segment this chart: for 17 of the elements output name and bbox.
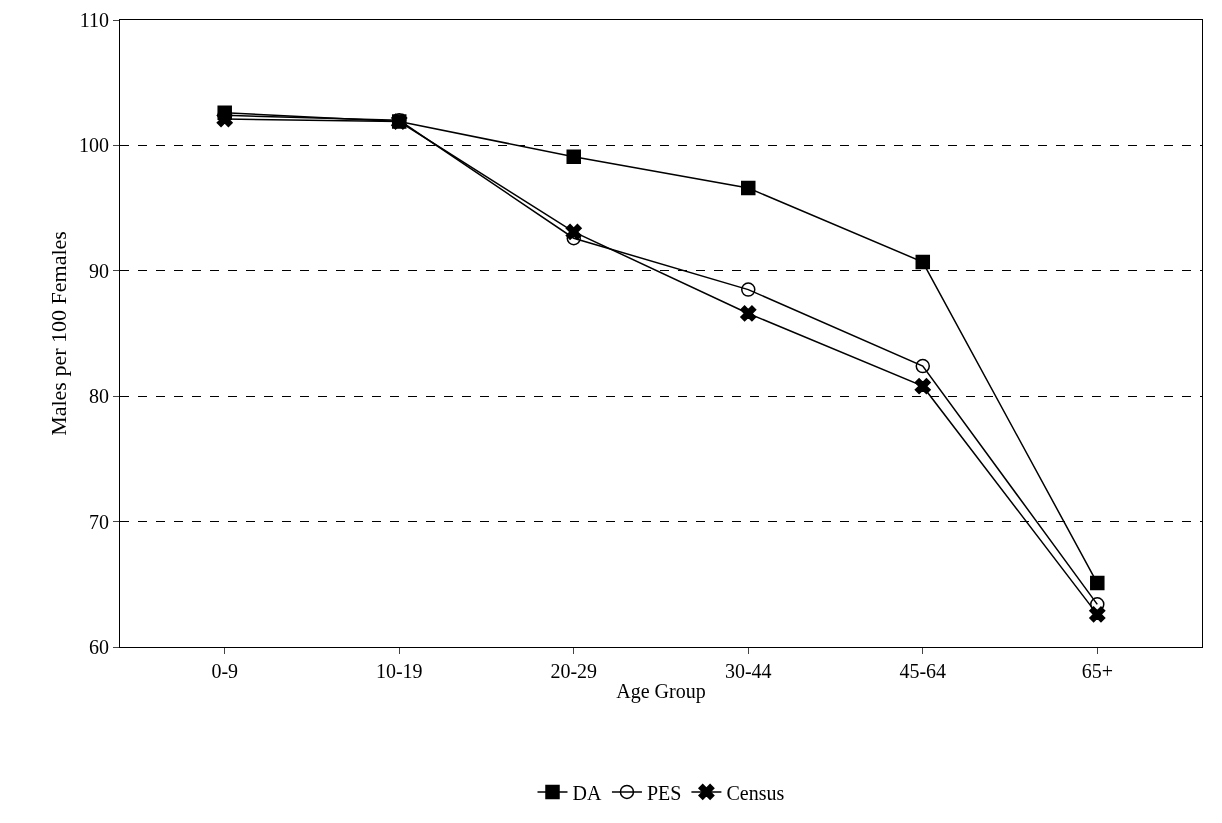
legend-label: DA bbox=[572, 781, 602, 804]
y-axis-title: Males per 100 Females bbox=[46, 231, 71, 436]
legend-label: PES bbox=[646, 781, 682, 804]
y-tick-label: 80 bbox=[89, 385, 109, 408]
y-tick-label: 100 bbox=[79, 134, 109, 157]
y-tick-label: 90 bbox=[89, 259, 109, 282]
x-tick-label: 30-44 bbox=[724, 660, 772, 682]
x-tick-label: 10-19 bbox=[375, 660, 423, 682]
legend-label: Census bbox=[726, 781, 785, 804]
x-tick-label: 0-9 bbox=[211, 660, 239, 682]
x-tick-label: 65+ bbox=[1081, 660, 1113, 682]
y-tick-label: 60 bbox=[89, 636, 109, 658]
x-axis-title: Age Group bbox=[616, 679, 706, 703]
x-tick-label: 45-64 bbox=[899, 660, 947, 682]
y-tick-label: 70 bbox=[89, 510, 109, 533]
y-tick-label: 110 bbox=[79, 9, 109, 31]
x-tick-label: 20-29 bbox=[550, 660, 598, 682]
